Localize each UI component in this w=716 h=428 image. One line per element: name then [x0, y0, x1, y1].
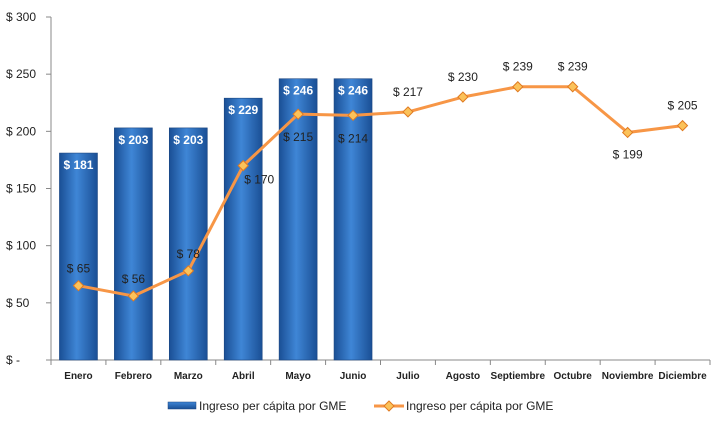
- legend-line-label: Ingreso per cápita por GME: [406, 399, 553, 413]
- x-tick-label: Diciembre: [658, 371, 707, 382]
- line-point: [292, 108, 304, 120]
- series-line: [78, 85, 683, 298]
- x-tick-label: Febrero: [115, 371, 152, 382]
- bar-data-label: $ 203: [173, 133, 203, 147]
- line-data-label: $ 56: [122, 272, 146, 286]
- line-point: [457, 91, 469, 103]
- legend-bar-label: Ingreso per cápita por GME: [199, 399, 346, 413]
- bar-data-label: $ 229: [228, 103, 258, 117]
- bar: [114, 127, 153, 361]
- line-point: [127, 290, 140, 302]
- line-point: [72, 279, 85, 292]
- x-tick-label: Noviembre: [602, 371, 654, 382]
- line-data-label: $ 230: [448, 70, 478, 84]
- x-tick-label: Agosto: [446, 371, 480, 382]
- y-tick-label: $ 50: [6, 296, 30, 310]
- line-data-label: $ 65: [67, 262, 91, 276]
- y-tick-label: $ 200: [6, 124, 36, 138]
- line-data-label: $ 215: [283, 130, 313, 144]
- y-tick-label: $ 150: [6, 182, 36, 196]
- bar: [223, 97, 263, 361]
- line-data-label: $ 170: [244, 173, 274, 187]
- bar: [278, 78, 318, 361]
- line-data-label: $ 78: [177, 247, 201, 261]
- x-tick-label: Septiembre: [491, 371, 546, 382]
- legend: Ingreso per cápita por GME Ingreso per cá…: [167, 399, 553, 413]
- line-point: [347, 109, 359, 122]
- x-tick-label: Marzo: [174, 371, 203, 382]
- line-data-label: $ 239: [558, 60, 588, 74]
- bar-data-label: $ 246: [283, 84, 313, 98]
- x-axis: Enero Febrero Marzo Abril Mayo Junio Julio Agos…: [50, 359, 711, 382]
- x-tick-label: Abril: [232, 371, 255, 382]
- line-data-label: $ 205: [668, 99, 698, 113]
- legend-line-marker: [383, 400, 395, 412]
- line-point: [237, 159, 249, 172]
- x-tick-label: Junio: [340, 371, 367, 382]
- legend-bar-swatch: [167, 401, 197, 410]
- line-data-label: $ 217: [393, 85, 423, 99]
- x-tick-label: Julio: [396, 371, 419, 382]
- bar-series: $ 181 $ 203 $ 203 $ 229 $ 246 $ 246: [59, 78, 373, 361]
- line-data-label: $ 199: [613, 147, 643, 161]
- y-tick-label: $ 300: [6, 10, 36, 24]
- y-tick-label: $ -: [6, 353, 20, 367]
- x-tick-label: Mayo: [285, 371, 311, 382]
- x-tick-label: Enero: [64, 371, 92, 382]
- line-point: [621, 126, 634, 139]
- line-data-label: $ 214: [338, 131, 368, 145]
- line-point: [676, 119, 689, 132]
- y-tick-label: $ 100: [6, 239, 36, 253]
- bar: [333, 78, 373, 361]
- x-tick-label: Octubre: [554, 371, 593, 382]
- bar: [59, 152, 98, 361]
- bar-data-label: $ 246: [338, 84, 368, 98]
- y-axis: $ - $ 50 $ 100 $ 150 $ 200 $ 250 $ 300: [6, 10, 52, 367]
- line-point: [402, 106, 414, 118]
- y-tick-label: $ 250: [6, 67, 36, 81]
- bar-data-label: $ 203: [118, 133, 148, 147]
- line-point: [512, 81, 524, 93]
- line-point: [182, 265, 194, 277]
- line-point: [567, 81, 579, 93]
- line-series: $ 65 $ 56 $ 78 $ 170 $ 215 $ 214 $ 217 $ 230 $ 2…: [67, 60, 698, 302]
- line-data-label: $ 239: [503, 60, 533, 74]
- bar-data-label: $ 181: [63, 158, 93, 172]
